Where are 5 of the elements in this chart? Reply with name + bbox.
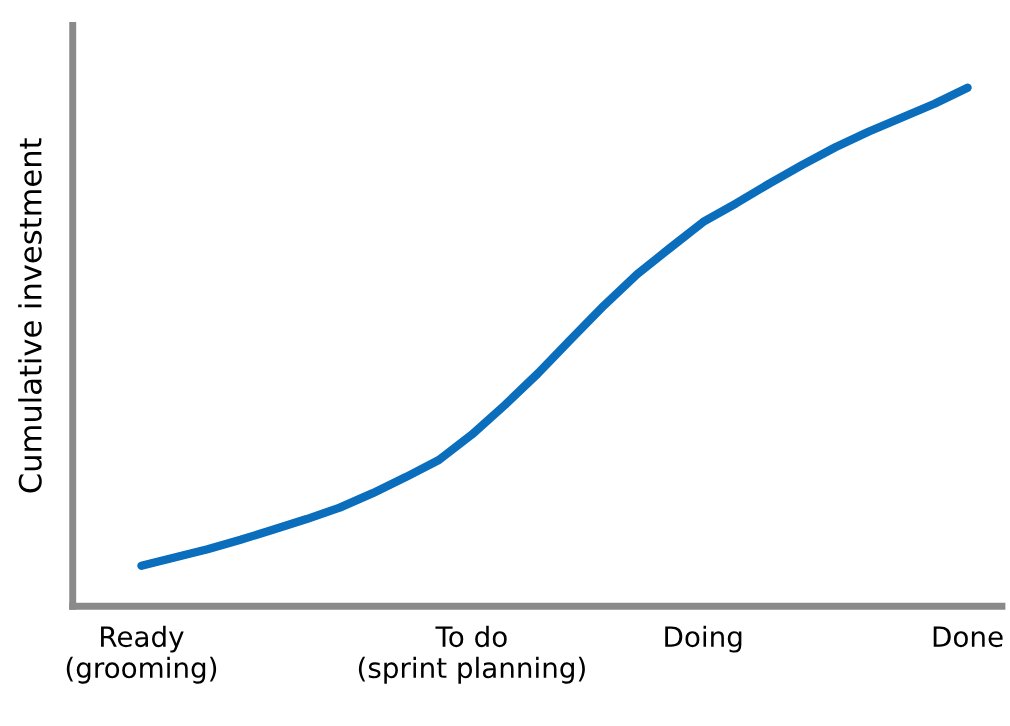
x-tick-label: To do (sprint planning) bbox=[358, 625, 585, 684]
x-tick-label: Ready (grooming) bbox=[66, 625, 217, 684]
x-tick-label: Done bbox=[933, 626, 1003, 648]
y-axis-title: Cumulative investment bbox=[18, 138, 42, 493]
x-tick-label: Doing bbox=[665, 625, 742, 653]
